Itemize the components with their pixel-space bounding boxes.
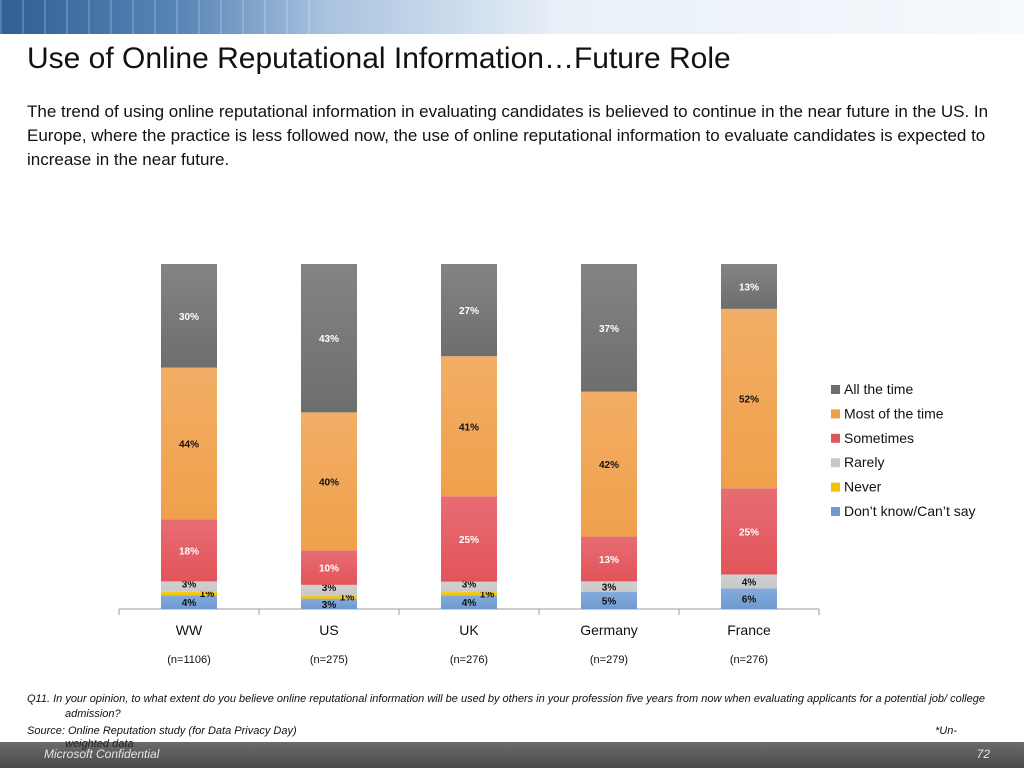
bar-segment-uk-0 xyxy=(441,595,497,609)
category-label: WW xyxy=(176,622,203,638)
legend-label: All the time xyxy=(844,381,913,397)
data-label: 18% xyxy=(179,546,199,557)
data-label: 5% xyxy=(602,596,617,607)
data-label: 6% xyxy=(742,595,757,606)
bar-segment-ww-4 xyxy=(161,367,217,520)
data-label: 4% xyxy=(742,577,757,588)
footer-bar xyxy=(0,742,1024,768)
bar-segment-ww-3 xyxy=(161,519,217,582)
data-label: 13% xyxy=(599,555,619,566)
data-label: 10% xyxy=(319,564,339,575)
source-note: Source: Online Reputation study (for Dat… xyxy=(27,725,297,737)
legend-swatch xyxy=(831,482,840,492)
legend-label: Never xyxy=(844,479,882,495)
bar-segment-germany-3 xyxy=(581,536,637,582)
survey-question-note: Q11. In your opinion, to what extent do … xyxy=(27,693,985,720)
data-label: 42% xyxy=(599,460,619,471)
data-label: 4% xyxy=(462,598,477,609)
sample-size-label: (n=1106) xyxy=(167,654,211,666)
data-label: 27% xyxy=(459,306,479,317)
unweighted-note: *Un- xyxy=(935,725,958,737)
data-label: 3% xyxy=(182,579,197,590)
bar-segment-uk-4 xyxy=(441,356,497,497)
slide-subtitle: The trend of using online reputational i… xyxy=(27,102,989,169)
data-label: 52% xyxy=(739,395,759,406)
bar-segment-ww-5 xyxy=(161,264,217,368)
data-label: 25% xyxy=(739,527,759,538)
bar-segment-france-4 xyxy=(721,308,777,489)
bar-segment-ww-0 xyxy=(161,595,217,609)
data-label: 13% xyxy=(739,282,759,293)
bar-segment-ww-1 xyxy=(161,591,217,596)
bar-segment-uk-5 xyxy=(441,264,497,357)
banner-pattern xyxy=(0,0,330,34)
data-label: 1% xyxy=(200,589,215,600)
bar-segment-ww-2 xyxy=(161,581,217,592)
sample-size-label: (n=276) xyxy=(450,654,488,666)
stacked-bar-chart: 4%1%3%18%44%30%WW(n=1106)3%1%3%10%40%43%… xyxy=(118,264,976,666)
bar-segment-germany-5 xyxy=(581,264,637,392)
bar-segment-uk-2 xyxy=(441,581,497,592)
sample-size-label: (n=275) xyxy=(310,654,348,666)
category-label: Germany xyxy=(580,622,638,638)
data-label: 43% xyxy=(319,334,339,345)
sample-size-label: (n=279) xyxy=(590,654,628,666)
sample-size-label: (n=276) xyxy=(730,654,768,666)
legend-swatch xyxy=(831,433,840,443)
data-label: 4% xyxy=(182,598,197,609)
slide-title: Use of Online Reputational Information…F… xyxy=(27,42,731,75)
bar-segment-france-2 xyxy=(721,574,777,589)
data-label: 44% xyxy=(179,439,199,450)
legend-swatch xyxy=(831,507,840,516)
data-label: 3% xyxy=(462,580,477,591)
data-label: 3% xyxy=(602,583,617,594)
page-number: 72 xyxy=(976,747,990,761)
footer-confidential: Microsoft Confidential xyxy=(44,747,160,761)
category-label: US xyxy=(319,622,338,638)
bar-segment-us-1 xyxy=(301,595,357,599)
legend-swatch xyxy=(831,458,840,468)
data-label: 30% xyxy=(179,312,199,323)
bar-segment-uk-1 xyxy=(441,591,497,596)
legend-label: Don’t know/Can’t say xyxy=(844,503,976,519)
data-label: 3% xyxy=(322,583,337,594)
bar-segment-uk-3 xyxy=(441,496,497,582)
bar-segment-us-4 xyxy=(301,412,357,551)
bar-segment-us-5 xyxy=(301,264,357,413)
bar-segment-france-3 xyxy=(721,488,777,575)
data-label: 25% xyxy=(459,535,479,546)
bar-segment-us-0 xyxy=(301,598,357,609)
bar-segment-germany-0 xyxy=(581,591,637,609)
top-banner xyxy=(0,0,1024,34)
bar-segment-france-5 xyxy=(721,264,777,309)
category-label: France xyxy=(727,622,771,638)
category-label: UK xyxy=(459,622,479,638)
data-label: 1% xyxy=(340,593,355,604)
data-label: 40% xyxy=(319,477,339,488)
bar-segment-us-2 xyxy=(301,584,357,596)
legend-swatch xyxy=(831,409,840,419)
legend-label: Rarely xyxy=(844,454,884,470)
bar-segment-france-0 xyxy=(721,588,777,609)
data-label: 1% xyxy=(480,589,495,600)
data-label: 37% xyxy=(599,324,619,335)
unweighted-note-line2: weighted data xyxy=(65,738,134,750)
bar-segment-germany-2 xyxy=(581,581,637,592)
legend-label: Sometimes xyxy=(844,430,914,446)
bar-segment-us-3 xyxy=(301,550,357,585)
data-label: 41% xyxy=(459,422,479,433)
legend-label: Most of the time xyxy=(844,405,944,421)
bar-segment-germany-4 xyxy=(581,391,637,537)
legend-swatch xyxy=(831,385,840,394)
data-label: 3% xyxy=(322,600,337,611)
